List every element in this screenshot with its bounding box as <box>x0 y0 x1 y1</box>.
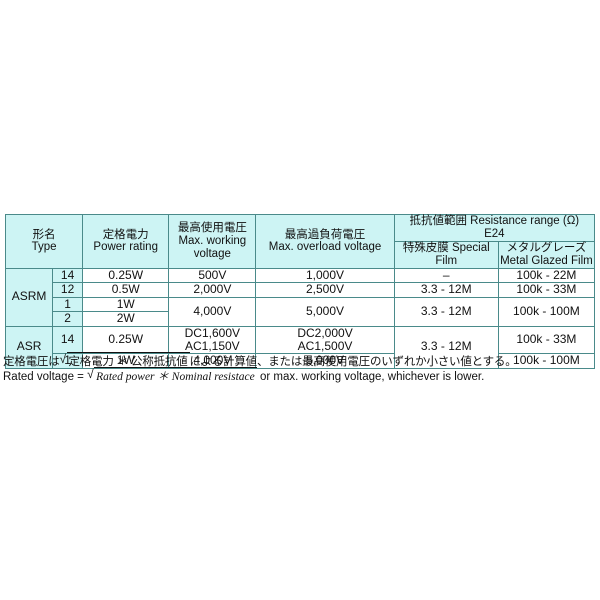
header-power-rating: 定格電力 Power rating <box>82 214 170 269</box>
type-code: 12 <box>52 282 84 298</box>
group-label-asr: ASR <box>4 325 54 369</box>
header-max-working-voltage-en: Max. working voltage <box>178 234 247 260</box>
table-row: 12 0.5W 2,000V 2,500V 3.3 - 12M 100k - 3… <box>6 282 596 298</box>
max-overload-voltage-ac: AC1,500V <box>297 338 353 353</box>
max-working-voltage-ac: AC1,150V <box>184 338 240 353</box>
header-max-overload-voltage-jp: 最高過負荷電圧 <box>284 228 366 241</box>
resistor-specification-table: 形名 Type 定格電力 Power rating 最高使用電圧 Max. wo… <box>4 214 596 369</box>
header-resistance-range-line1: 抵抗値範囲 Resistance range (Ω) <box>409 215 580 227</box>
table-header: 形名 Type 定格電力 Power rating 最高使用電圧 Max. wo… <box>4 214 596 269</box>
type-code: 1 <box>52 296 84 313</box>
header-metal-glazed-film-en: Metal Glazed Film <box>500 254 593 267</box>
max-overload-voltage-value: 5,000V <box>255 353 395 369</box>
metal-glazed-film-value: 100k - 100M <box>497 353 596 369</box>
power-rating-value: 0.25W <box>82 325 170 355</box>
max-working-voltage-value: DC1,600V AC1,150V <box>168 325 257 355</box>
specification-table-container: 形名 Type 定格電力 Power rating 最高使用電圧 Max. wo… <box>4 214 596 369</box>
max-working-voltage-value: 2,000V <box>168 282 257 298</box>
type-code: 2 <box>52 311 84 327</box>
footnote-jp-prefix: 定格電圧は <box>3 356 60 368</box>
header-max-overload-voltage: 最高過負荷電圧 Max. overload voltage <box>255 214 395 269</box>
group-label-asrm: ASRM <box>4 267 54 327</box>
table-row: 1 1W 4,000V 5,000V 100k - 100M <box>6 353 596 369</box>
header-special-film-en: Special Film <box>435 241 490 267</box>
header-type-jp: 形名 <box>32 228 56 241</box>
header-row-sub: 特殊皮膜 Special Film メタルグレーズ Metal Glazed F… <box>6 240 596 269</box>
max-overload-voltage-value: 5,000V <box>255 296 395 327</box>
max-overload-voltage-value: 2,500V <box>255 282 395 298</box>
header-resistance-range: 抵抗値範囲 Resistance range (Ω) E24 <box>393 214 596 242</box>
table-row: ASRM 14 0.25W 500V 1,000V – 100k - 22M <box>4 267 596 327</box>
header-max-working-voltage: 最高使用電圧 Max. working voltage <box>168 214 257 269</box>
header-metal-glazed-film: メタルグレーズ Metal Glazed Film <box>497 240 596 269</box>
max-overload-voltage-value: 1,000V <box>255 267 395 284</box>
header-max-overload-voltage-en: Max. overload voltage <box>268 241 382 254</box>
header-special-film-jp: 特殊皮膜 <box>402 241 449 254</box>
max-working-voltage-value: 4,000V <box>168 296 257 327</box>
max-working-voltage-dc: DC1,600V <box>184 325 241 340</box>
footnote-jp-suffix: による計算値、または最高使用電圧のいずれか小さい値とする。 <box>189 356 517 368</box>
footnote-jp-radicand: 定格電力 ＊ 公称抵抗値 <box>66 352 190 369</box>
metal-glazed-film-value: 100k - 33M <box>497 282 596 298</box>
header-power-rating-jp: 定格電力 <box>102 228 149 241</box>
header-type-en: Type <box>31 241 57 254</box>
type-code: 14 <box>52 325 84 355</box>
max-working-voltage-value: 500V <box>168 267 257 284</box>
footnote-en-prefix: Rated voltage = <box>3 371 88 383</box>
header-special-film: 特殊皮膜 Special Film <box>393 240 499 269</box>
footnote-japanese: 定格電圧は定格電力 ＊ 公称抵抗値による計算値、または最高使用電圧のいずれか小さ… <box>3 352 517 369</box>
footnote-en-radicand: Rated power ＊ Nominal resistace <box>94 367 257 384</box>
metal-glazed-film-value: 100k - 22M <box>497 267 596 284</box>
table-row: ASR 14 0.25W DC1,600V AC1,150V DC2,000V … <box>4 325 596 369</box>
footnote-en-radical: Rated power ＊ Nominal resistace <box>87 367 257 384</box>
special-film-value: 3.3 - 12M <box>393 325 499 369</box>
footnote-en-suffix: or max. working voltage, whichever is lo… <box>259 371 485 383</box>
metal-glazed-film-value: 100k - 100M <box>497 296 596 327</box>
power-rating-value: 0.25W <box>82 267 170 284</box>
type-code: 14 <box>52 267 84 284</box>
footnote-jp-radical: 定格電力 ＊ 公称抵抗値 <box>60 352 190 369</box>
header-type: 形名 Type <box>4 214 84 269</box>
power-rating-value: 1W <box>82 296 170 313</box>
header-row-top: 形名 Type 定格電力 Power rating 最高使用電圧 Max. wo… <box>4 214 596 269</box>
table-row: 1 1W 4,000V 5,000V 3.3 - 12M 100k - 100M <box>6 296 596 327</box>
max-overload-voltage-value: DC2,000V AC1,500V <box>255 325 395 355</box>
special-film-value: – <box>393 267 499 284</box>
header-resistance-range-line2: E24 <box>484 227 505 240</box>
power-rating-value: 0.5W <box>82 282 170 298</box>
footnote-english: Rated voltage = Rated power ＊ Nominal re… <box>3 367 484 384</box>
header-power-rating-en: Power rating <box>93 241 158 254</box>
header-metal-glazed-film-jp: メタルグレーズ <box>506 241 587 254</box>
table-body: ASRM 14 0.25W 500V 1,000V – 100k - 22M 1… <box>4 267 596 369</box>
header-max-working-voltage-jp: 最高使用電圧 <box>177 222 247 235</box>
table-row: 2 2W <box>6 311 595 327</box>
special-film-value: 3.3 - 12M <box>393 296 499 327</box>
special-film-value: 3.3 - 12M <box>393 282 499 298</box>
metal-glazed-film-value: 100k - 33M <box>497 325 596 355</box>
power-rating-value: 2W <box>82 311 170 327</box>
max-overload-voltage-dc: DC2,000V <box>297 325 353 340</box>
